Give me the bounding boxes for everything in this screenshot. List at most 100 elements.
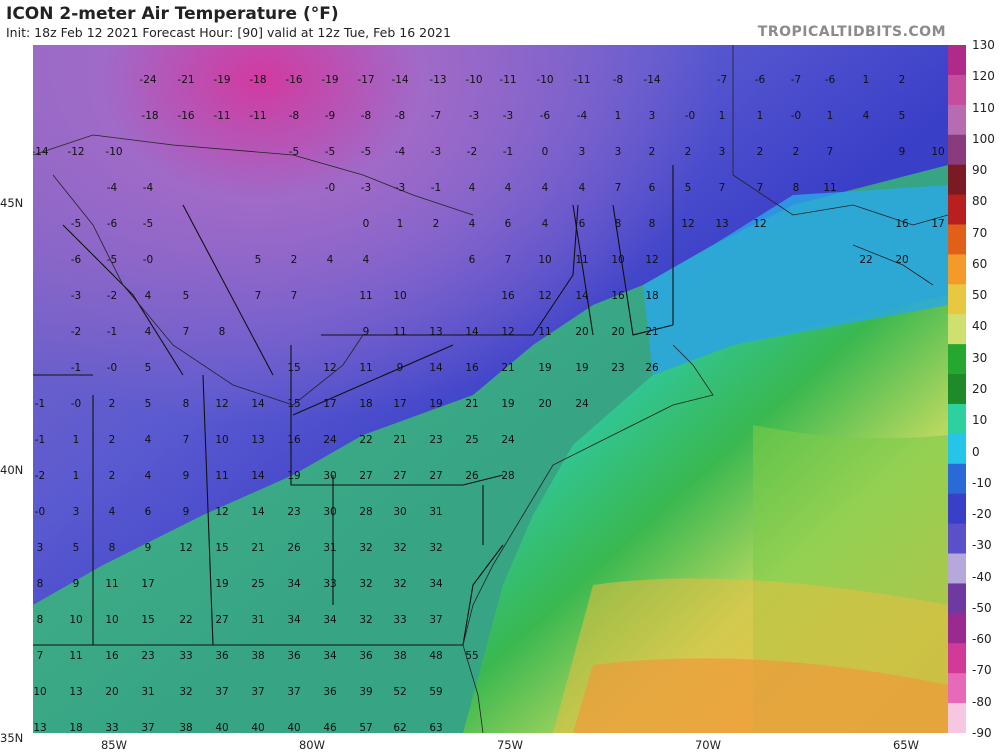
temperature-value: 15 xyxy=(141,614,154,626)
colorbar-segment xyxy=(948,583,966,615)
temperature-value: 34 xyxy=(323,650,337,662)
temperature-value: -5 xyxy=(71,218,81,230)
temperature-value: 20 xyxy=(611,326,624,338)
temperature-value: 40 xyxy=(251,722,264,733)
temperature-value: 7 xyxy=(291,290,298,302)
lat-label: 45N xyxy=(0,196,24,210)
header: ICON 2-meter Air Temperature (°F) Init: … xyxy=(0,0,1000,44)
colorbar-segment xyxy=(948,344,966,376)
colorbar-segment xyxy=(948,703,966,734)
temperature-value: 22 xyxy=(859,254,872,266)
temperature-value: 8 xyxy=(37,578,44,590)
temperature-value: 7 xyxy=(183,326,190,338)
temperature-value: 37 xyxy=(251,686,264,698)
colorbar-segment xyxy=(948,164,966,196)
temperature-value: -4 xyxy=(107,182,118,194)
temperature-value: 31 xyxy=(141,686,154,698)
temperature-value: 11 xyxy=(105,578,118,590)
temperature-value: -6 xyxy=(107,218,118,230)
temperature-value: 18 xyxy=(359,398,372,410)
temperature-value: 19 xyxy=(501,398,514,410)
temperature-value: -16 xyxy=(285,74,302,86)
temperature-value: 24 xyxy=(501,434,515,446)
temperature-value: -10 xyxy=(536,74,553,86)
temperature-value: 27 xyxy=(429,470,442,482)
temperature-value: 11 xyxy=(359,362,372,374)
temperature-value: 20 xyxy=(538,398,551,410)
colorbar-segment xyxy=(948,374,966,405)
temperature-value: -5 xyxy=(107,254,117,266)
temperature-value: -0 xyxy=(143,254,153,266)
temperature-value: 15 xyxy=(287,362,300,374)
temperature-value: 40 xyxy=(287,722,300,733)
colorbar-tick-label: -80 xyxy=(972,694,992,709)
temperature-value: -11 xyxy=(249,110,266,122)
temperature-value: -8 xyxy=(613,74,623,86)
temperature-value: 63 xyxy=(429,722,442,733)
temperature-value: 13 xyxy=(33,722,46,733)
temperature-value: 14 xyxy=(575,290,589,302)
temperature-value: 23 xyxy=(429,434,442,446)
temperature-value: 20 xyxy=(895,254,908,266)
temperature-value: -3 xyxy=(503,110,513,122)
colorbar-tick-label: 60 xyxy=(972,256,988,271)
temperature-value: 11 xyxy=(69,650,82,662)
temperature-value: 3 xyxy=(615,146,622,158)
colorbar-segment xyxy=(948,493,966,525)
temperature-value: 38 xyxy=(393,650,406,662)
temperature-value: 12 xyxy=(538,290,551,302)
lon-label: 80W xyxy=(298,738,326,752)
temperature-value: 3 xyxy=(37,542,44,554)
temperature-value: -2 xyxy=(467,146,477,158)
colorbar-tick-label: 110 xyxy=(972,100,995,115)
brand-watermark: TROPICALTIDBITS.COM xyxy=(757,24,946,40)
temperature-value: -5 xyxy=(289,146,299,158)
lon-label: 75W xyxy=(496,738,524,752)
temperature-value: 31 xyxy=(429,506,442,518)
colorbar-segment xyxy=(948,74,966,106)
temperature-value: 26 xyxy=(465,470,479,482)
temperature-value: 11 xyxy=(215,470,228,482)
temperature-value: -5 xyxy=(361,146,371,158)
colorbar-segment xyxy=(948,433,966,465)
temperature-value: -8 xyxy=(361,110,371,122)
temperature-value: 16 xyxy=(465,362,479,374)
temperature-value: -12 xyxy=(67,146,84,158)
temperature-value: 10 xyxy=(33,686,46,698)
temperature-value: 19 xyxy=(429,398,442,410)
map-canvas: -24 -21 -19 -18 -16 -19 -17 -14 -13 -10 -11 -10 -11-… xyxy=(33,45,948,733)
temperature-value: 4 xyxy=(145,290,152,302)
temperature-value: 32 xyxy=(359,614,372,626)
temperature-value: 10 xyxy=(393,290,406,302)
lon-label: 65W xyxy=(892,738,920,752)
temperature-value: 55 xyxy=(465,650,478,662)
temperature-value: 32 xyxy=(359,542,372,554)
temperature-value: 13 xyxy=(429,326,442,338)
temperature-value: -0 xyxy=(791,110,801,122)
temperature-value: 1 xyxy=(615,110,622,122)
temperature-value: 10 xyxy=(611,254,624,266)
temperature-value: 59 xyxy=(429,686,442,698)
temperature-value: 4 xyxy=(145,470,152,482)
lat-label: 40N xyxy=(0,463,24,477)
temperature-value: -0 xyxy=(107,362,117,374)
temperature-value: 7 xyxy=(757,182,764,194)
temperature-value: 33 xyxy=(105,722,118,733)
colorbar-tick-label: 30 xyxy=(972,350,988,365)
temperature-value: 9 xyxy=(73,578,80,590)
temperature-value: 36 xyxy=(359,650,373,662)
temperature-value: -3 xyxy=(361,182,371,194)
colorbar-segment xyxy=(948,224,966,256)
temperature-value: 32 xyxy=(359,578,372,590)
temperature-value: 17 xyxy=(393,398,406,410)
temperature-value: 2 xyxy=(109,470,116,482)
temperature-value: -4 xyxy=(143,182,154,194)
temperature-value: 6 xyxy=(145,506,152,518)
temperature-value: 22 xyxy=(179,614,192,626)
temperature-value: 19 xyxy=(575,362,588,374)
temperature-value: 18 xyxy=(69,722,82,733)
temperature-value: -18 xyxy=(141,110,158,122)
temperature-value: 1 xyxy=(397,218,404,230)
temperature-value: 11 xyxy=(575,254,588,266)
colorbar-tick-label: -20 xyxy=(972,507,992,522)
